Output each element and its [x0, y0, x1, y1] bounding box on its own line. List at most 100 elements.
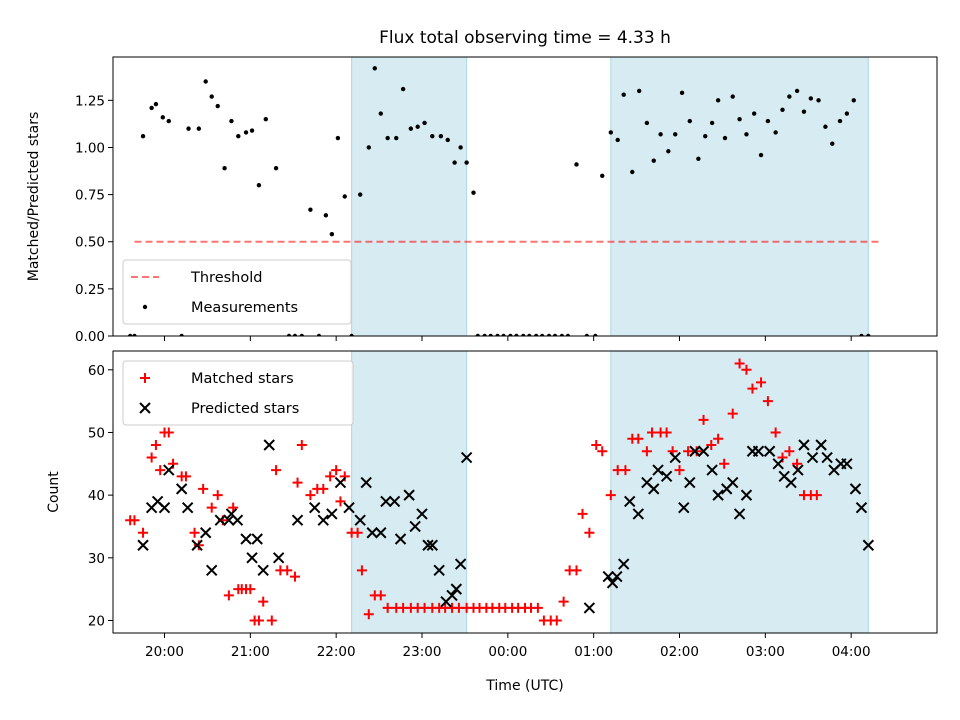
- predicted-marker: [403, 489, 415, 501]
- predicted-marker: [712, 489, 724, 501]
- predicted-marker: [689, 445, 701, 457]
- x-tick-label: 01:00: [574, 644, 613, 660]
- shaded-interval-1: [610, 56, 869, 337]
- predicted-marker: [602, 570, 614, 583]
- x-tick-label: 02:00: [660, 644, 699, 660]
- y-tick-label: 1.25: [75, 93, 105, 109]
- predicted-marker: [343, 501, 355, 514]
- data-point: [744, 132, 749, 137]
- matched-marker: [331, 465, 342, 476]
- axes-frame: [112, 56, 938, 337]
- legend-label: Predicted stars: [191, 401, 299, 417]
- data-point: [773, 130, 778, 135]
- predicted-marker: [309, 501, 321, 514]
- data-point: [552, 333, 558, 336]
- data-point: [644, 120, 650, 126]
- legend-swatch: [139, 402, 151, 414]
- matched-marker: [382, 602, 393, 613]
- data-point: [851, 98, 856, 103]
- matched-marker: [784, 446, 795, 457]
- predicted-marker: [175, 483, 188, 495]
- legend-swatch: [142, 304, 148, 310]
- predicted-marker: [257, 564, 269, 577]
- x-tick-label: 04:00: [832, 644, 871, 660]
- data-point: [808, 96, 814, 101]
- predicted-marker: [246, 552, 258, 564]
- legend: Matched stars Predicted stars: [122, 360, 354, 426]
- predicted-marker: [785, 476, 797, 489]
- predicted-marker: [317, 514, 329, 526]
- predicted-marker: [583, 602, 596, 614]
- predicted-marker: [181, 501, 194, 514]
- predicted-marker: [366, 527, 378, 539]
- data-point: [584, 333, 589, 336]
- data-point: [696, 156, 701, 161]
- matched-marker: [571, 565, 582, 576]
- data-point: [153, 101, 159, 107]
- predicted-marker: [611, 570, 623, 583]
- data-point: [378, 111, 383, 116]
- predicted-marker: [841, 458, 853, 470]
- matched-marker: [292, 477, 303, 488]
- matched-marker: [741, 364, 752, 375]
- plot-area: [125, 358, 875, 626]
- matched-marker: [150, 440, 161, 450]
- matched-marker: [335, 496, 346, 507]
- data-point: [816, 98, 821, 103]
- axes-frame: [112, 350, 938, 634]
- predicted-marker: [648, 483, 660, 495]
- data-point: [292, 333, 298, 336]
- y-tick-label: 0.00: [75, 329, 105, 345]
- matched-marker: [674, 465, 685, 476]
- y-tick-label: 50: [88, 425, 105, 441]
- matched-marker: [189, 527, 200, 538]
- data-point: [430, 133, 435, 139]
- matched-marker: [577, 508, 588, 519]
- predicted-marker: [792, 464, 804, 476]
- matched-marker: [375, 590, 386, 601]
- predicted-marker: [263, 439, 275, 451]
- data-point: [166, 118, 171, 124]
- predicted-marker: [214, 514, 226, 526]
- matched-marker: [719, 458, 730, 469]
- data-point: [879, 0, 883, 2]
- predicted-marker: [251, 533, 263, 545]
- predicted-marker: [409, 520, 421, 533]
- predicted-marker: [426, 539, 439, 551]
- data-point: [608, 130, 614, 135]
- predicted-marker: [815, 439, 827, 451]
- matched-marker: [591, 440, 602, 450]
- matched-marker: [146, 452, 157, 463]
- data-point: [751, 111, 757, 116]
- chart-title: Flux total observing time = 4.33 h: [379, 28, 671, 48]
- data-point: [830, 141, 835, 146]
- data-point: [508, 333, 513, 336]
- predicted-marker: [326, 508, 338, 520]
- matched-marker: [339, 471, 350, 482]
- matched-marker: [597, 446, 608, 457]
- data-point: [559, 333, 565, 336]
- predicted-marker: [697, 445, 710, 457]
- data-point: [521, 333, 526, 336]
- data-point: [823, 124, 828, 129]
- predicted-marker: [354, 514, 366, 526]
- predicted-marker: [740, 489, 753, 501]
- predicted-marker: [394, 533, 407, 545]
- data-point: [400, 86, 406, 92]
- predicted-marker: [772, 458, 784, 470]
- x-tick-label: 20:00: [145, 644, 184, 660]
- matched-marker: [155, 465, 166, 476]
- predicted-marker: [158, 501, 171, 514]
- matched-marker: [811, 490, 822, 501]
- data-point: [236, 133, 241, 139]
- predicted-marker: [624, 495, 636, 508]
- predicted-marker: [191, 539, 203, 551]
- data-point: [722, 135, 728, 141]
- data-point: [229, 118, 234, 124]
- data-point: [308, 207, 313, 212]
- data-point: [263, 117, 268, 122]
- data-point: [475, 333, 480, 336]
- data-point: [859, 333, 864, 336]
- matched-marker: [641, 446, 652, 457]
- predicted-marker: [422, 539, 434, 551]
